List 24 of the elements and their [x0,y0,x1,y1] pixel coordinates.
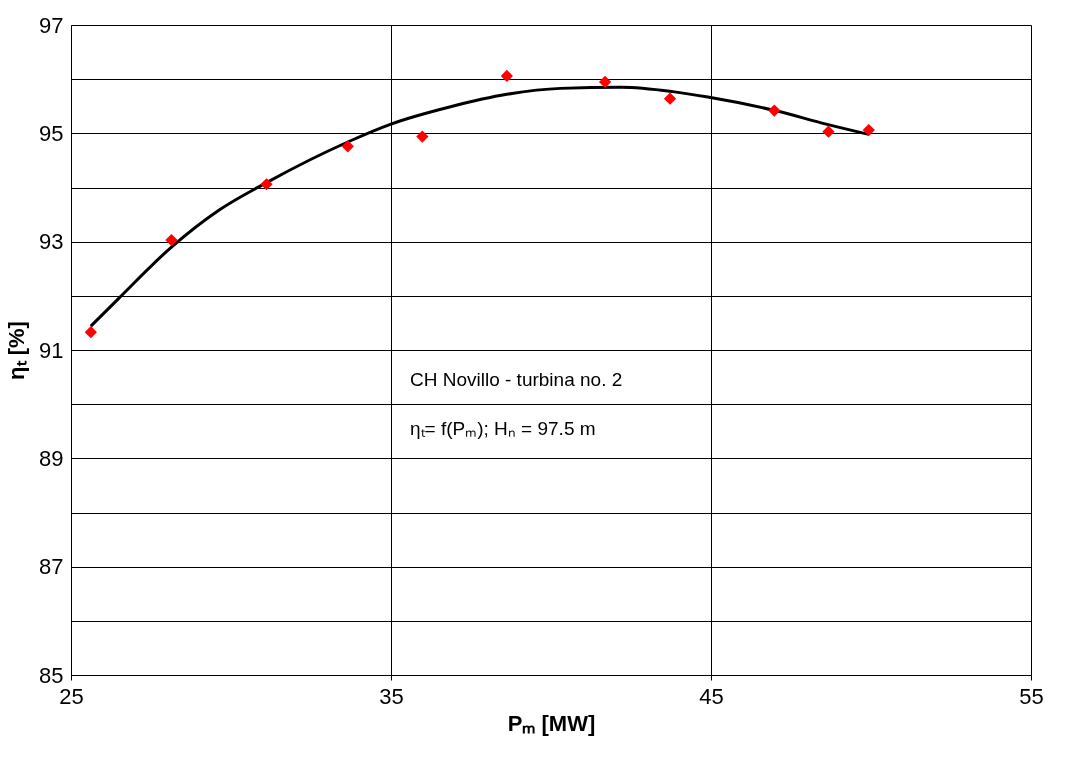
point [598,75,612,88]
point [260,178,273,191]
point [768,104,781,117]
point [862,123,875,137]
point [500,69,513,83]
y-tick-label: 91 [39,337,64,363]
point [822,125,835,138]
point [165,233,178,247]
point [341,140,354,153]
x-axis-title: Pₘ [MW] [507,710,596,736]
point [416,130,429,143]
x-tick-label: 35 [379,683,404,709]
y-tick-label: 89 [39,445,64,471]
y-axis-title: ηₜ [%] [4,321,30,380]
x-tick-label: 55 [1019,683,1044,709]
annotation: ηₜ= f(Pₘ); Hₙ = 97.5 m [410,418,596,439]
y-tick-label: 95 [39,120,64,146]
annotation: CH Novillo - turbina no. 2 [410,369,623,390]
x-tick-label: 45 [699,683,724,709]
point [663,92,677,105]
y-tick-label: 87 [39,554,64,580]
point [84,326,97,339]
y-tick-label: 93 [39,229,64,255]
y-tick-label: 97 [39,12,64,38]
